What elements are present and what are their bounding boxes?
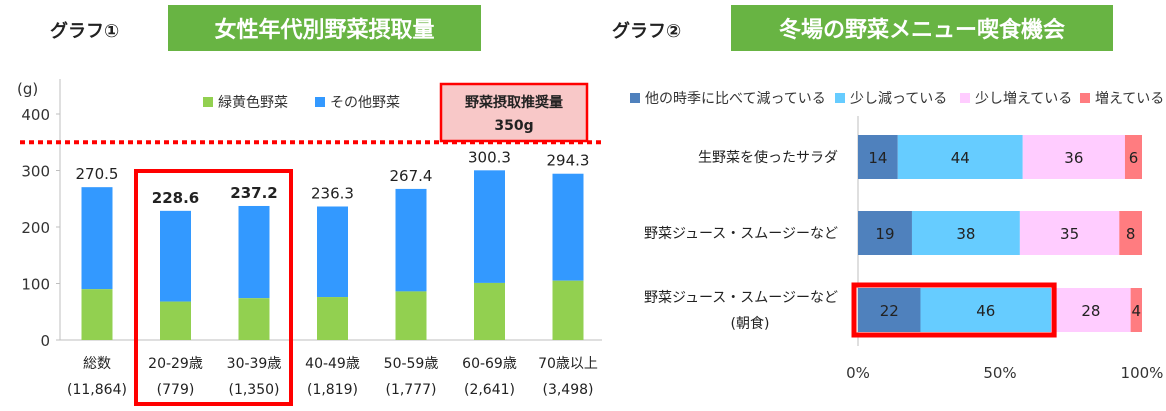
recommended-label: 野菜摂取推奨量: [465, 94, 563, 111]
bar-total-label: 267.4: [390, 167, 433, 185]
x-tick-label-2: 0%: [846, 364, 870, 382]
legend-swatch-green: [203, 97, 213, 107]
graph2-label: グラフ②: [612, 21, 682, 42]
x-category-label: 60-69歳: [462, 356, 517, 372]
segment-bar: [1051, 288, 1131, 332]
segment-value-label: 35: [1060, 225, 1079, 243]
segment-value-label: 6: [1129, 149, 1139, 167]
legend-label: 少し減っている: [850, 90, 947, 107]
x-category-label: 総数: [83, 356, 111, 372]
segment-bar: [1019, 211, 1120, 255]
bar-green-veg: [238, 298, 270, 340]
x-count-label: (1,350): [228, 382, 279, 398]
segment-value-label: 44: [951, 149, 970, 167]
bar-total-label: 236.3: [311, 184, 354, 202]
bar-other-veg: [317, 206, 348, 298]
graph2-title: 冬場の野菜メニュー喫食機会: [731, 5, 1113, 51]
segment-value-label: 38: [956, 225, 975, 243]
legend-swatch-blue: [315, 97, 325, 107]
highlight-box-20-39: [134, 169, 293, 406]
x-count-label: (1,819): [307, 382, 358, 398]
x-tick-label-2: 100%: [1121, 364, 1164, 382]
x-category-label: 40-49歳: [305, 356, 360, 372]
legend-swatch: [960, 93, 970, 103]
segment-value-label: 22: [880, 302, 899, 320]
bar-green-veg: [474, 282, 505, 340]
segment-value-label: 28: [1081, 302, 1100, 320]
x-tick-label-2: 50%: [983, 364, 1016, 382]
legend-label: 増えている: [1095, 91, 1164, 107]
segment-bar: [858, 211, 912, 255]
bar-total-label: 237.2: [230, 184, 277, 202]
bar-green-veg: [317, 297, 348, 340]
bar-other-veg: [160, 210, 191, 302]
segment-bar: [897, 135, 1023, 179]
segment-bar: [858, 288, 921, 332]
legend-label: 他の時季に比べて減っている: [645, 90, 826, 107]
bar-other-veg: [474, 170, 505, 283]
segment-bar: [1130, 288, 1142, 332]
y-unit-label: (g): [17, 80, 38, 98]
bar-total-label: 294.3: [547, 152, 590, 170]
segment-value-label: 36: [1064, 149, 1083, 167]
bar-total-label: 270.5: [76, 165, 119, 183]
row-category-label: 野菜ジュース・スムージーなど: [644, 290, 838, 306]
x-count-label: (2,641): [464, 382, 515, 398]
bar-total-label: 300.3: [468, 148, 511, 166]
row-category-sublabel: (朝食): [731, 315, 770, 332]
segment-bar: [858, 135, 898, 179]
y-tick-label: 300: [21, 163, 50, 181]
graph1-label: グラフ①: [50, 21, 120, 42]
legend-label-green: 緑黄色野菜: [218, 94, 288, 111]
row-category-label: 生野菜を使ったサラダ: [698, 149, 838, 166]
segment-value-label: 19: [875, 225, 894, 243]
highlight-box-breakfast: [851, 282, 1057, 338]
segment-bar: [1022, 135, 1125, 179]
bar-other-veg: [395, 188, 427, 292]
x-count-label: (779): [157, 382, 195, 398]
x-count-label: (3,498): [542, 382, 593, 398]
x-category-label: 50-59歳: [384, 356, 439, 372]
y-tick-label: 0: [40, 332, 50, 350]
row-category-label: 野菜ジュース・スムージーなど: [644, 226, 838, 242]
segment-value-label: 46: [976, 302, 995, 320]
segment-bar: [911, 211, 1020, 255]
y-tick-label: 200: [21, 219, 50, 237]
x-count-label: (1,777): [385, 382, 436, 398]
bar-green-veg: [160, 301, 191, 340]
x-category-label: 20-29歳: [148, 356, 203, 372]
legend-swatch: [1080, 93, 1090, 103]
legend-label-blue: その他野菜: [330, 95, 400, 111]
recommended-box: [439, 82, 589, 143]
y-tick-label: 400: [21, 106, 50, 124]
x-category-label: 30-39歳: [227, 356, 282, 372]
bar-other-veg: [81, 187, 113, 290]
bar-other-veg: [238, 205, 270, 299]
segment-bar: [920, 288, 1052, 332]
bar-green-veg: [395, 291, 427, 340]
bar-green-veg: [81, 289, 113, 340]
y-tick-label: 100: [21, 276, 50, 294]
segment-value-label: 8: [1126, 225, 1136, 243]
segment-bar: [1119, 211, 1142, 255]
bar-other-veg: [552, 173, 584, 281]
bar-total-label: 228.6: [152, 189, 199, 207]
legend-label: 少し増えている: [975, 91, 1072, 107]
graph1-title: 女性年代別野菜摂取量: [168, 5, 481, 51]
segment-bar: [1124, 135, 1142, 179]
legend-swatch: [630, 93, 640, 103]
segment-value-label: 4: [1132, 302, 1142, 320]
x-count-label: (11,864): [67, 382, 127, 398]
x-category-label: 70歳以上: [538, 356, 598, 372]
segment-value-label: 14: [868, 149, 887, 167]
legend-swatch: [835, 93, 845, 103]
recommended-value: 350g: [494, 118, 533, 134]
bar-green-veg: [552, 280, 584, 340]
